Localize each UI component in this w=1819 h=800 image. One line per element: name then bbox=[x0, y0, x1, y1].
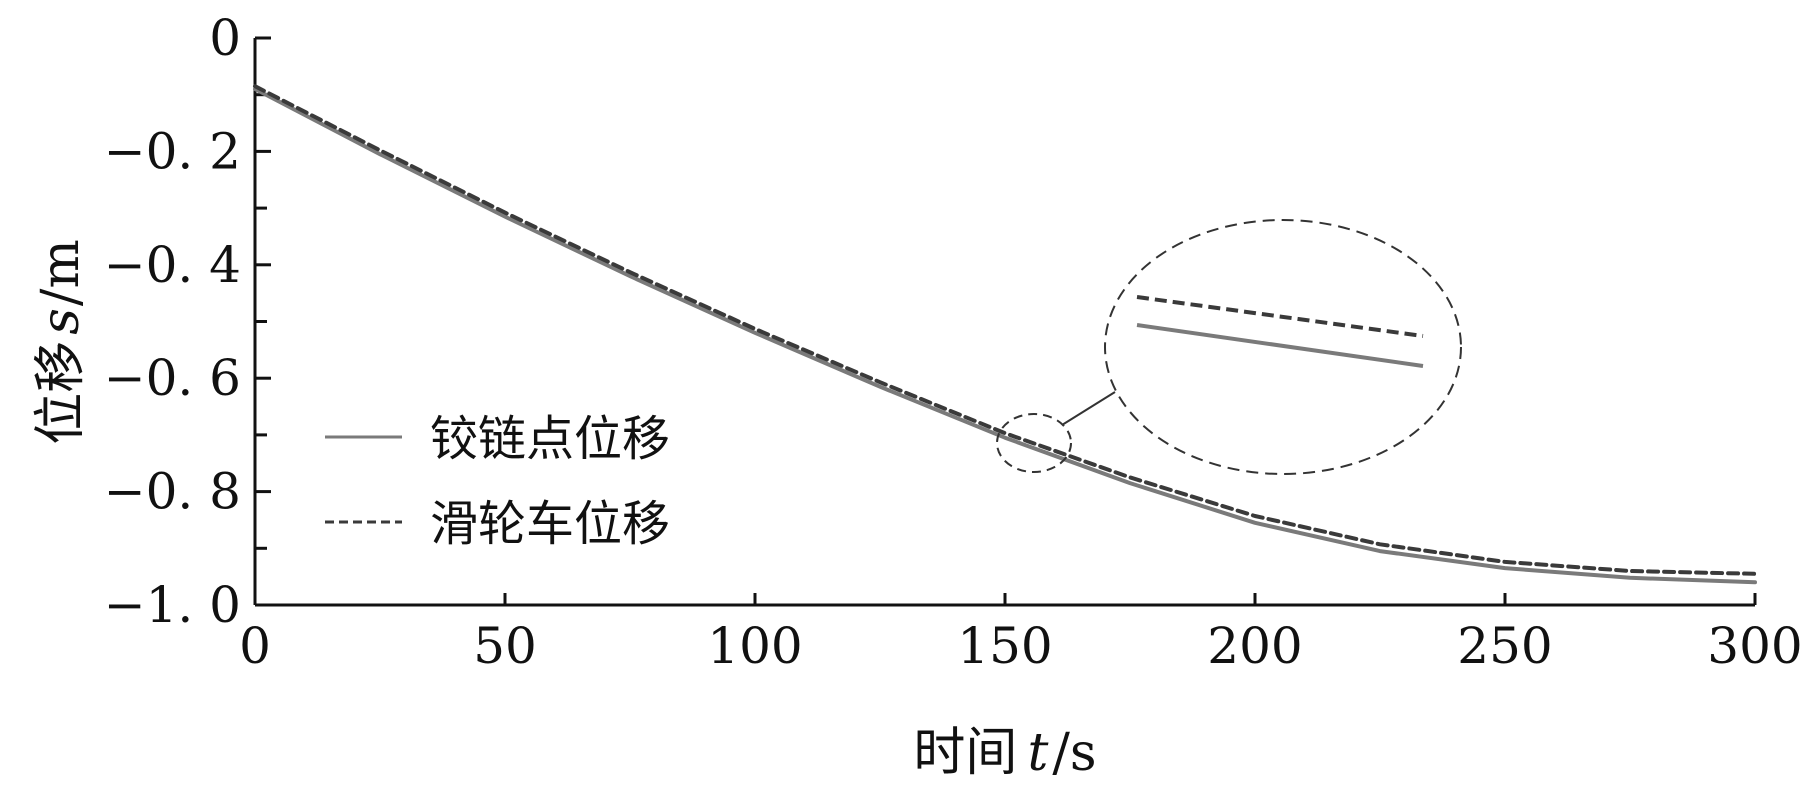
series-layer bbox=[253, 84, 1757, 585]
zoom-pulley-line bbox=[1136, 295, 1424, 338]
zoom-hinge-line bbox=[1136, 323, 1424, 368]
x-tick-label: 50 bbox=[473, 617, 537, 675]
y-axis-title: 位移 s/m bbox=[31, 239, 91, 445]
zoom-annotation bbox=[996, 219, 1462, 475]
zoom-magnified-ellipse bbox=[1104, 219, 1462, 475]
zoom-connector-line bbox=[1061, 391, 1116, 426]
series-line-pulley bbox=[253, 84, 1757, 576]
legend: 铰链点位移 滑轮车位移 bbox=[325, 411, 670, 552]
x-tick-label: 100 bbox=[707, 617, 802, 675]
x-tick-label: 250 bbox=[1457, 617, 1552, 675]
y-axis-title-var: s bbox=[31, 308, 91, 335]
y-tick-label: −0. 4 bbox=[104, 236, 241, 294]
y-tick-label: −0. 2 bbox=[104, 122, 241, 180]
series-line-hinge bbox=[253, 87, 1757, 585]
y-tick-label: 0 bbox=[209, 9, 241, 67]
x-axis-title-cn: 时间 bbox=[913, 723, 1017, 783]
x-tick-label: 200 bbox=[1207, 617, 1302, 675]
zoom-source-ellipse bbox=[996, 413, 1072, 473]
x-axis-title: 时间 t/s bbox=[913, 723, 1096, 783]
x-axis-title-var: t bbox=[1027, 723, 1048, 783]
x-tick-label: 150 bbox=[957, 617, 1052, 675]
legend-label-hinge: 铰链点位移 bbox=[430, 411, 670, 467]
y-axis-title-cn: 位移 bbox=[31, 341, 91, 445]
y-ticks: 0 −0. 2 −0. 4 −0. 6 −0. 8 −1. 0 bbox=[104, 9, 271, 634]
y-tick-label: −0. 8 bbox=[104, 463, 241, 521]
x-axis-title-unit: /s bbox=[1052, 723, 1096, 783]
y-tick-label: −1. 0 bbox=[104, 576, 241, 634]
legend-label-pulley: 滑轮车位移 bbox=[430, 496, 670, 552]
x-ticks: 0 50 100 150 200 250 300 bbox=[239, 593, 1803, 675]
x-tick-label: 300 bbox=[1707, 617, 1802, 675]
y-axis-title-unit: /m bbox=[31, 239, 91, 306]
x-tick-label: 0 bbox=[239, 617, 271, 675]
y-tick-label: −0. 6 bbox=[104, 349, 241, 407]
